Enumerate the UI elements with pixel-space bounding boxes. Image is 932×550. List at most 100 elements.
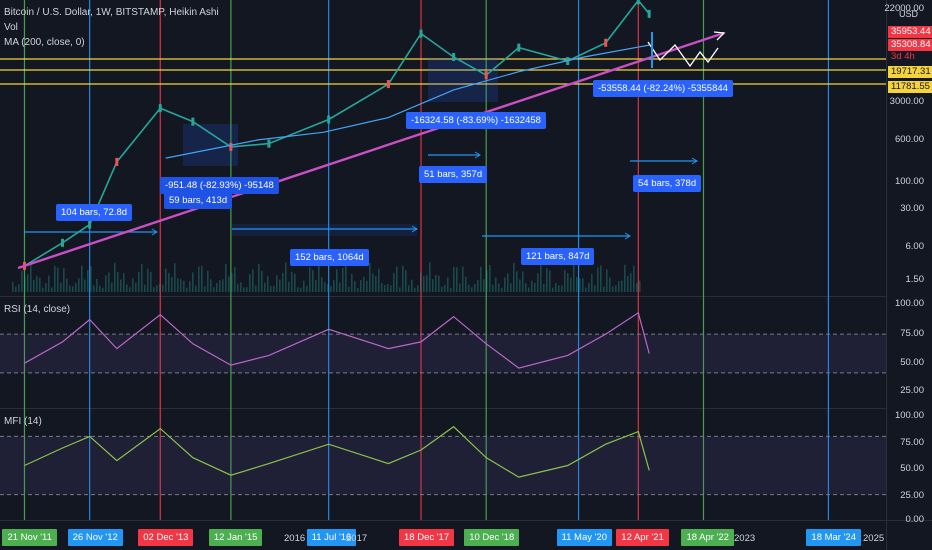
volume-bar (153, 287, 155, 292)
volume-bar (585, 287, 587, 292)
time-tag: 11 Jul '16 (306, 529, 357, 546)
measurement-label: -16324.58 (-83.69%) -1632458 (406, 112, 546, 129)
price-point (484, 71, 488, 80)
volume-bar (183, 280, 185, 292)
time-tag: 18 Mar '24 (806, 529, 861, 546)
volume-bar (588, 282, 590, 292)
rsi-label[interactable]: RSI (14, close) (4, 304, 71, 315)
mfi-tick-label: 50.00 (900, 463, 924, 474)
volume-bar (453, 266, 455, 292)
volume-bar (255, 285, 257, 292)
volume-bar (339, 282, 341, 292)
volume-bar (519, 279, 521, 292)
volume-bar (129, 287, 131, 292)
volume-bar (237, 283, 239, 292)
mfi-line (24, 425, 650, 478)
price-tick-label: 1.50 (905, 274, 925, 285)
measure-arrowhead (474, 151, 481, 159)
volume-bar (174, 263, 176, 292)
volume-bar (213, 287, 215, 292)
volume-bar (561, 285, 563, 292)
volume-bar (564, 270, 566, 292)
volume-bar (15, 286, 17, 292)
volume-bar (363, 276, 365, 292)
volume-bar (408, 285, 410, 292)
rsi-tick-label: 25.00 (900, 385, 924, 396)
volume-bar (369, 263, 371, 292)
volume-bar (192, 272, 194, 292)
volume-bar (30, 262, 32, 292)
volume-bar (474, 283, 476, 292)
volume-bar (63, 267, 65, 292)
time-tick-label: 2017 (346, 533, 368, 544)
volume-bar (162, 284, 164, 292)
measurement-label: 59 bars, 413d (164, 192, 233, 209)
measure-arrowhead (151, 228, 158, 236)
volume-bar (165, 268, 167, 292)
volume-bar (450, 287, 452, 292)
volume-bar (135, 282, 137, 292)
volume-bar (444, 285, 446, 292)
volume-bar (627, 275, 629, 292)
price-point (647, 9, 651, 18)
volume-bar (534, 282, 536, 292)
mfi-label[interactable]: MFI (14) (4, 416, 42, 427)
rsi-tick-label: 100.00 (894, 298, 924, 309)
volume-bar (516, 271, 518, 292)
volume-bar (438, 275, 440, 292)
volume-bar (594, 285, 596, 292)
volume-bar (345, 264, 347, 292)
volume-bar (285, 262, 287, 292)
price-tick-label: 30.00 (900, 203, 924, 214)
volume-bar (366, 280, 368, 292)
symbol-title[interactable]: Bitcoin / U.S. Dollar, 1W, BITSTAMP, Hei… (4, 7, 219, 18)
price-point (419, 29, 423, 38)
volume-bar (606, 269, 608, 292)
volume-bar (330, 286, 332, 292)
mfi-tick-label: 100.00 (894, 410, 924, 421)
volume-bar (462, 266, 464, 292)
volume-bar (360, 279, 362, 292)
volume-bar (510, 283, 512, 292)
volume-bar (312, 269, 314, 292)
volume-bar (231, 272, 233, 292)
volume-bar (618, 281, 620, 292)
volume-bar (591, 273, 593, 292)
time-tick-label: 2023 (734, 533, 756, 544)
price-tag: 35953.44 (888, 26, 932, 38)
ma-label[interactable]: MA (200, close, 0) (4, 37, 85, 48)
volume-bar (567, 273, 569, 292)
volume-bar (432, 279, 434, 292)
volume-bar (558, 285, 560, 292)
volume-bar (42, 287, 44, 292)
volume-bar (402, 265, 404, 292)
volume-bar (303, 280, 305, 292)
volume-bar (579, 278, 581, 292)
volume-bar (126, 284, 128, 292)
volume-bar (270, 285, 272, 292)
volume-label[interactable]: Vol (4, 22, 18, 33)
volume-bar (12, 281, 14, 292)
volume-bar (279, 279, 281, 292)
volume-bar (387, 284, 389, 292)
volume-bar (258, 263, 260, 292)
volume-bar (615, 285, 617, 292)
volume-bar (306, 286, 308, 292)
volume-bar (399, 287, 401, 292)
time-tag: 18 Dec '17 (399, 529, 455, 546)
volume-bar (267, 276, 269, 292)
mfi-band (0, 436, 886, 495)
volume-bar (546, 268, 548, 292)
volume-bar (423, 276, 425, 292)
volume-bar (234, 267, 236, 292)
volume-bar (540, 264, 542, 292)
volume-bar (507, 273, 509, 292)
volume-bar (132, 278, 134, 292)
volume-bar (54, 265, 56, 292)
volume-bar (87, 270, 89, 292)
volume-bar (573, 262, 575, 292)
volume-bar (636, 282, 638, 292)
measurement-label: 104 bars, 72.8d (56, 204, 133, 221)
volume-bar (102, 287, 104, 292)
